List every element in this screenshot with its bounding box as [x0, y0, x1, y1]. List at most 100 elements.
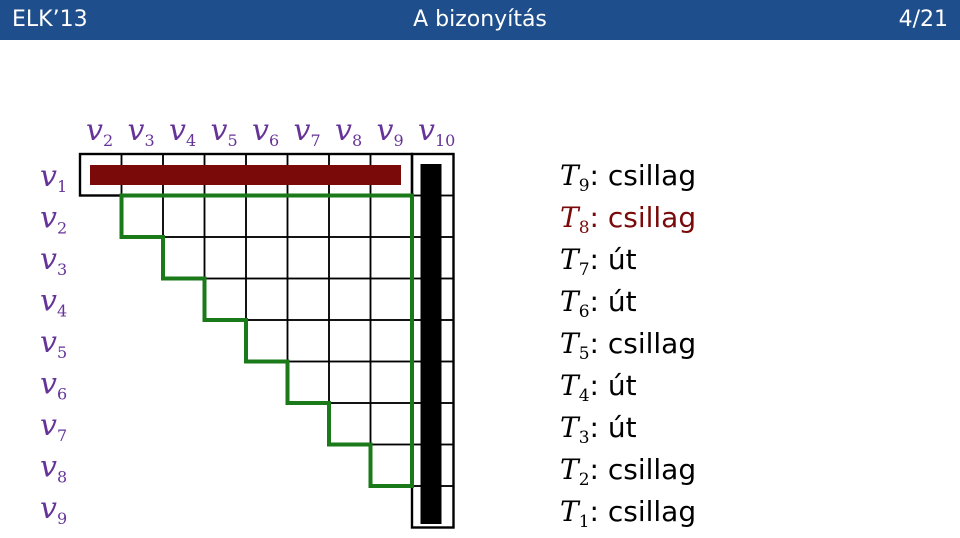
tree-index: 6: [578, 302, 590, 322]
tree-colon: :: [589, 453, 599, 486]
column-label-v6: v6: [252, 113, 279, 150]
tree-index: 9: [578, 176, 590, 196]
slide-body: v2 v3 v4 v5 v6 v7 v8 v9 v10 v1 v2 v3 v4 v5 v6 v7 v8 v9 T9…: [0, 40, 960, 532]
tree-colon: :: [589, 327, 599, 360]
tree-line-t4: T4: út: [560, 370, 637, 412]
tree-type: út: [607, 285, 637, 318]
grid-cell: [369, 443, 413, 487]
tree-colon: :: [589, 201, 599, 234]
column-label-v3: v3: [128, 113, 155, 150]
tree-index: 8: [578, 218, 590, 238]
grid-cell: [369, 402, 413, 446]
tree-line-t5: T5: csillag: [560, 328, 696, 370]
grid-cell: [369, 277, 413, 321]
row-label-v7: v7: [40, 408, 67, 445]
row-label-v2: v2: [40, 201, 67, 238]
tree-type: csillag: [607, 159, 697, 192]
tree-colon: :: [589, 285, 599, 318]
triangular-grid-diagram: v2 v3 v4 v5 v6 v7 v8 v9 v10 v1 v2 v3 v4 v5 v6 v7 v8 v9: [40, 113, 455, 529]
grid-cell: [245, 194, 289, 238]
tree-type: csillag: [607, 201, 697, 234]
row-label-v3: v3: [40, 242, 67, 279]
row-label-v9: v9: [40, 491, 67, 528]
row-label-v5: v5: [40, 325, 67, 362]
column-label-v4: v4: [169, 113, 196, 150]
grid-cell: [369, 194, 413, 238]
grid-cell: [245, 236, 289, 280]
grid-cell: [328, 360, 372, 404]
grid-cell: [328, 236, 372, 280]
row-label-v8: v8: [40, 450, 67, 487]
column-label-v7: v7: [294, 113, 321, 150]
column-label-v5: v5: [211, 113, 238, 150]
tree-index: 3: [578, 428, 590, 448]
tree-type: csillag: [607, 495, 697, 528]
grid-cell: [203, 236, 247, 280]
grid-cell: [286, 194, 330, 238]
grid-cell: [328, 319, 372, 363]
grid-cell: [286, 360, 330, 404]
grid-cell: [286, 236, 330, 280]
tree-index: 7: [578, 260, 590, 280]
slide-header: ELK’13 A bizonyítás 4/21: [0, 0, 960, 40]
grid-cell: [286, 319, 330, 363]
tree-line-t6: T6: út: [560, 286, 637, 328]
page-number: 4/21: [898, 7, 948, 32]
tree-line-t1: T1: csillag: [560, 496, 696, 538]
column-label-v2: v2: [86, 113, 113, 150]
conference-label: ELK’13: [12, 7, 88, 32]
tree-colon: :: [589, 495, 599, 528]
grid-cell: [328, 277, 372, 321]
column-label-v10: v10: [418, 113, 455, 150]
row-highlight-bar: [90, 165, 401, 185]
row-label-v4: v4: [40, 284, 67, 321]
tree-colon: :: [589, 369, 599, 402]
grid-cell: [369, 236, 413, 280]
tree-symbol: T: [560, 285, 579, 318]
tree-symbol: T: [560, 369, 579, 402]
tree-symbol: T: [560, 243, 579, 276]
grid-cell: [369, 319, 413, 363]
tree-line-t2: T2: csillag: [560, 454, 696, 496]
grid-cell: [162, 194, 206, 238]
column-label-v9: v9: [377, 113, 404, 150]
tree-index: 2: [578, 470, 590, 490]
grid-cell: [369, 360, 413, 404]
grid-cell: [203, 194, 247, 238]
column-label-v8: v8: [335, 113, 362, 150]
tree-colon: :: [589, 411, 599, 444]
grid-cell: [203, 277, 247, 321]
tree-index: 1: [578, 512, 590, 532]
staircase-path: [119, 193, 414, 488]
tree-type: út: [607, 243, 637, 276]
grid-cell: [328, 194, 372, 238]
tree-type: út: [607, 369, 637, 402]
tree-symbol: T: [560, 495, 579, 528]
tree-type: csillag: [607, 453, 697, 486]
tree-index: 5: [578, 344, 590, 364]
grid-cell: [245, 319, 289, 363]
tree-colon: :: [589, 159, 599, 192]
tree-line-t8: T8: csillag: [560, 202, 696, 244]
grid-cell: [162, 236, 206, 280]
tree-symbol: T: [560, 201, 579, 234]
tree-type: csillag: [607, 327, 697, 360]
tree-symbol: T: [560, 453, 579, 486]
tree-symbol: T: [560, 327, 579, 360]
row-label-v6: v6: [40, 367, 67, 404]
tree-line-t9: T9: csillag: [560, 160, 696, 202]
tree-index: 4: [578, 386, 590, 406]
grid-cell: [286, 277, 330, 321]
tree-line-t3: T3: út: [560, 412, 637, 454]
grid-cell: [328, 402, 372, 446]
tree-type: út: [607, 411, 637, 444]
tree-line-t7: T7: út: [560, 244, 637, 286]
slide-title: A bizonyítás: [413, 7, 547, 32]
tree-symbol: T: [560, 411, 579, 444]
grid-cell: [245, 277, 289, 321]
tree-colon: :: [589, 243, 599, 276]
row-label-v1: v1: [40, 159, 67, 196]
tree-symbol: T: [560, 159, 579, 192]
column-highlight-bar: [420, 164, 442, 524]
grid-cell: [120, 194, 164, 238]
